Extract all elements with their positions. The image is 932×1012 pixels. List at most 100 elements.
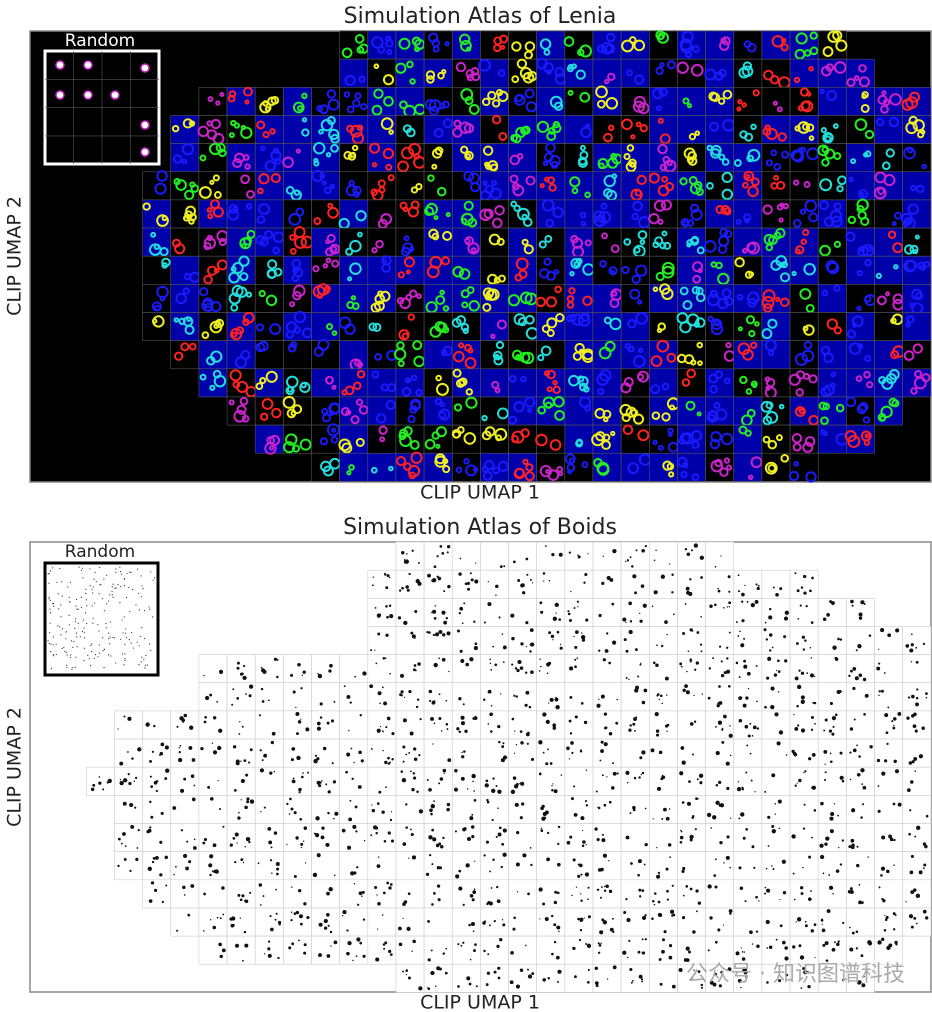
flock-blob bbox=[345, 770, 348, 774]
pattern-blob bbox=[468, 103, 480, 115]
pattern-blob bbox=[891, 313, 904, 326]
pattern-blob bbox=[719, 467, 729, 477]
flock-blob bbox=[471, 898, 475, 902]
pattern-blob bbox=[748, 329, 756, 338]
tile bbox=[705, 340, 735, 370]
inset-dot bbox=[141, 656, 143, 658]
pattern-blob bbox=[356, 369, 366, 379]
flock-blob bbox=[693, 969, 695, 971]
tile bbox=[817, 907, 847, 937]
inset-dot bbox=[81, 630, 84, 633]
flock-blob bbox=[881, 689, 884, 693]
pattern-blob bbox=[768, 350, 775, 357]
pattern-blob bbox=[173, 317, 180, 323]
flock-blob bbox=[525, 732, 530, 737]
pattern-blob bbox=[545, 218, 555, 228]
pattern-blob bbox=[764, 124, 771, 131]
pattern-blob bbox=[329, 410, 335, 416]
flock-blob bbox=[400, 770, 404, 773]
flock-blob bbox=[833, 803, 836, 805]
pattern-blob bbox=[914, 369, 923, 378]
tile bbox=[874, 682, 903, 712]
flock-blob bbox=[178, 751, 181, 754]
flock-blob bbox=[803, 803, 806, 806]
tile bbox=[480, 963, 509, 993]
pattern-blob bbox=[903, 244, 915, 255]
pattern-blob bbox=[900, 212, 913, 225]
pattern-blob bbox=[697, 267, 703, 274]
tile bbox=[648, 626, 678, 655]
pattern-blob bbox=[535, 57, 548, 70]
pattern-blob bbox=[619, 403, 632, 417]
flock-blob bbox=[303, 951, 307, 955]
inset-dot bbox=[70, 640, 73, 642]
pattern-blob bbox=[494, 353, 500, 360]
tile bbox=[677, 795, 706, 824]
flock-blob bbox=[551, 952, 554, 956]
flock-blob bbox=[549, 697, 554, 702]
flock-blob bbox=[556, 630, 560, 634]
flock-blob bbox=[472, 780, 474, 783]
flock-blob bbox=[146, 829, 150, 834]
flock-blob bbox=[909, 648, 914, 653]
tile bbox=[283, 738, 312, 768]
tile bbox=[536, 368, 566, 398]
flock-blob bbox=[727, 967, 732, 972]
flock-blob bbox=[400, 690, 404, 694]
flock-blob bbox=[529, 650, 532, 653]
pattern-blob bbox=[777, 132, 787, 142]
pattern-blob bbox=[721, 288, 732, 299]
pattern-blob bbox=[775, 255, 788, 267]
flock-blob bbox=[357, 785, 362, 789]
pattern-blob bbox=[199, 373, 207, 381]
tile bbox=[451, 682, 481, 712]
flock-blob bbox=[511, 636, 515, 641]
flock-blob bbox=[189, 725, 194, 730]
pattern-blob bbox=[543, 257, 552, 266]
flock-blob bbox=[499, 826, 502, 830]
pattern-blob bbox=[793, 179, 800, 186]
pattern-blob bbox=[487, 160, 499, 171]
pattern-blob bbox=[736, 293, 744, 301]
inset-dot bbox=[85, 592, 87, 595]
flock-blob bbox=[652, 818, 654, 820]
flock-blob bbox=[746, 601, 749, 603]
flock-blob bbox=[241, 672, 244, 676]
pattern-blob bbox=[791, 270, 797, 277]
flock-blob bbox=[446, 728, 449, 730]
tile bbox=[761, 654, 791, 684]
pattern-blob bbox=[229, 369, 242, 382]
flock-blob bbox=[913, 757, 918, 761]
flock-blob bbox=[346, 929, 349, 932]
flock-blob bbox=[570, 590, 572, 593]
tile bbox=[198, 171, 228, 201]
flock-blob bbox=[460, 721, 466, 726]
inset-dot bbox=[109, 594, 111, 596]
pattern-blob bbox=[317, 338, 330, 351]
flock-blob bbox=[483, 949, 486, 953]
pattern-blob bbox=[232, 158, 243, 169]
flock-blob bbox=[643, 688, 648, 693]
flock-blob bbox=[509, 980, 514, 985]
flock-blob bbox=[641, 889, 645, 892]
flock-blob bbox=[153, 724, 156, 728]
flock-blob bbox=[718, 645, 722, 648]
pattern-blob bbox=[695, 286, 704, 296]
flock-blob bbox=[776, 741, 781, 746]
flock-blob bbox=[553, 900, 558, 905]
pattern-blob bbox=[288, 212, 302, 226]
flock-blob bbox=[736, 621, 738, 623]
pattern-blob bbox=[599, 260, 607, 268]
flock-blob bbox=[714, 885, 718, 889]
flock-blob bbox=[641, 700, 646, 705]
tile bbox=[592, 879, 622, 909]
inset-dot bbox=[123, 664, 125, 666]
tile bbox=[198, 682, 228, 712]
flock-blob bbox=[461, 751, 463, 754]
pattern-blob bbox=[860, 103, 870, 113]
pattern-blob bbox=[692, 261, 704, 273]
flock-blob bbox=[159, 754, 161, 757]
flock-blob bbox=[803, 970, 808, 975]
flock-blob bbox=[567, 610, 570, 613]
flock-blob bbox=[485, 779, 489, 783]
